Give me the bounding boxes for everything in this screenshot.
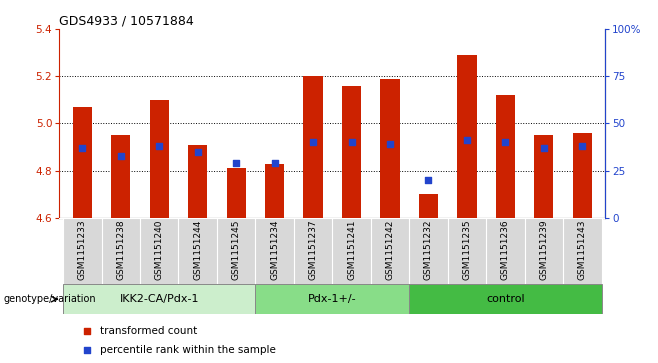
Point	[77, 145, 88, 151]
Text: GSM1151242: GSM1151242	[386, 220, 395, 280]
Bar	[255, 218, 294, 285]
Point	[81, 328, 91, 334]
Bar	[524, 218, 563, 285]
Bar	[101, 218, 140, 285]
Bar	[572, 133, 592, 218]
Bar	[380, 79, 399, 218]
Text: GSM1151234: GSM1151234	[270, 220, 279, 280]
Point	[231, 160, 241, 166]
Text: percentile rank within the sample: percentile rank within the sample	[100, 345, 276, 355]
Text: control: control	[486, 294, 524, 304]
Point	[346, 139, 357, 145]
Bar	[294, 218, 332, 285]
Bar	[111, 135, 130, 218]
Bar	[495, 95, 515, 218]
Text: transformed count: transformed count	[100, 326, 197, 336]
Bar	[178, 218, 217, 285]
Bar	[419, 194, 438, 218]
Bar	[255, 284, 409, 314]
Point	[154, 143, 164, 149]
Point	[269, 160, 280, 166]
Text: GSM1151240: GSM1151240	[155, 220, 164, 280]
Bar	[226, 168, 245, 218]
Text: genotype/variation: genotype/variation	[3, 294, 96, 305]
Bar	[63, 218, 101, 285]
Bar	[303, 76, 322, 218]
Text: GSM1151244: GSM1151244	[193, 220, 202, 280]
Point	[423, 177, 434, 183]
Point	[308, 139, 318, 145]
Point	[577, 143, 588, 149]
Text: GSM1151236: GSM1151236	[501, 220, 510, 281]
Text: GSM1151241: GSM1151241	[347, 220, 356, 280]
Bar	[409, 284, 601, 314]
Text: GSM1151245: GSM1151245	[232, 220, 241, 280]
Text: IKK2-CA/Pdx-1: IKK2-CA/Pdx-1	[120, 294, 199, 304]
Bar	[332, 218, 370, 285]
Text: GSM1151238: GSM1151238	[116, 220, 125, 281]
Point	[500, 139, 511, 145]
Text: GSM1151233: GSM1151233	[78, 220, 87, 281]
Text: GSM1151237: GSM1151237	[309, 220, 318, 281]
Point	[385, 141, 395, 147]
Text: GSM1151232: GSM1151232	[424, 220, 433, 280]
Bar	[342, 86, 361, 218]
Text: GDS4933 / 10571884: GDS4933 / 10571884	[59, 15, 194, 28]
Bar	[217, 218, 255, 285]
Bar	[409, 218, 447, 285]
Bar	[409, 284, 601, 314]
Text: Pdx-1+/-: Pdx-1+/-	[308, 294, 357, 304]
Bar	[457, 55, 476, 218]
Point	[81, 347, 91, 353]
Point	[192, 149, 203, 155]
Point	[538, 145, 549, 151]
Bar	[63, 284, 255, 314]
Bar	[255, 284, 409, 314]
Point	[462, 138, 472, 143]
Bar	[486, 218, 524, 285]
Bar	[563, 218, 601, 285]
Text: GSM1151239: GSM1151239	[540, 220, 548, 281]
Bar	[447, 218, 486, 285]
Bar	[149, 100, 169, 218]
Bar	[188, 145, 207, 218]
Bar	[370, 218, 409, 285]
Bar	[265, 164, 284, 218]
Text: GSM1151243: GSM1151243	[578, 220, 587, 280]
Bar	[140, 218, 178, 285]
Bar	[534, 135, 553, 218]
Point	[116, 152, 126, 158]
Text: GSM1151235: GSM1151235	[463, 220, 471, 281]
Bar	[63, 284, 255, 314]
Bar	[72, 107, 92, 218]
